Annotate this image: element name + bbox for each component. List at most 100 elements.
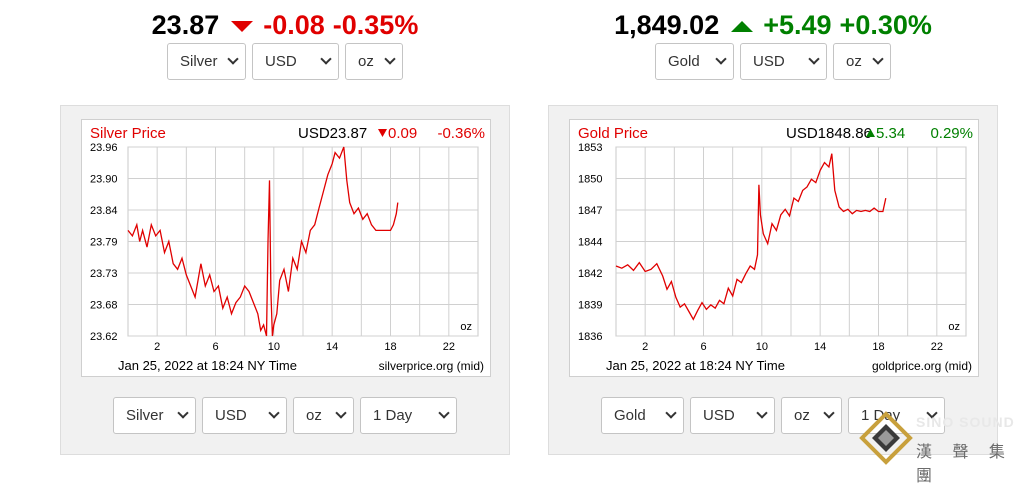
x-tick-label: 22	[443, 341, 455, 353]
select-value: Gold	[614, 407, 646, 424]
y-tick-label: 1839	[578, 300, 602, 312]
y-tick-label: 1850	[578, 174, 602, 186]
source-label: goldprice.org (mid)	[872, 359, 972, 373]
x-tick-label: 14	[814, 341, 826, 353]
unit-label: oz	[460, 321, 472, 333]
currency-select[interactable]: USD	[252, 43, 339, 80]
y-tick-label: 23.68	[90, 300, 118, 312]
chevron-down-icon	[665, 407, 677, 419]
currency-select[interactable]: USD	[740, 43, 827, 80]
chevron-down-icon	[872, 53, 884, 65]
x-tick-label: 22	[931, 341, 943, 353]
silver-chart: Silver Price USD23.87 0.09 -0.36% 23.96 23.90…	[81, 119, 491, 377]
unit-select[interactable]: oz	[833, 43, 891, 80]
chart-title: Gold Price	[578, 125, 648, 142]
watermark-chinese: 漢 聲 集 團	[916, 444, 1013, 485]
price-series-line	[615, 153, 887, 321]
price-series-line	[127, 146, 399, 337]
chevron-down-icon	[384, 53, 396, 65]
x-tick-label: 10	[756, 341, 768, 353]
chevron-down-icon	[268, 407, 280, 419]
selector-row-top: Gold USD oz	[543, 43, 1003, 80]
x-tick-label: 2	[154, 341, 160, 353]
select-value: Silver	[126, 407, 164, 424]
y-tick-label: 23.84	[90, 205, 118, 217]
price-change-pct: -0.35%	[332, 10, 419, 40]
select-value: 1 Day	[373, 407, 413, 424]
chevron-down-icon	[177, 407, 189, 419]
chevron-down-icon	[715, 53, 727, 65]
gold-price-chart: Gold Price USD1848.86 5.34 0.29% 1853 1850 184…	[578, 125, 973, 373]
chart-panel: Silver Price USD23.87 0.09 -0.36% 23.96 23.90…	[60, 105, 510, 455]
select-value: USD	[753, 53, 785, 70]
x-tick-label: 6	[700, 341, 706, 353]
spot-price: 1,849.02	[614, 10, 720, 40]
chart-header-value: USD1848.86	[786, 125, 872, 142]
unit-select[interactable]: oz	[345, 43, 403, 80]
chart-title: Silver Price	[90, 125, 166, 142]
chart-panel: Gold Price USD1848.86 5.34 0.29% 1853 1850 184…	[548, 105, 998, 455]
chart-header-pct: -0.36%	[437, 125, 485, 142]
chart-header-pct: 0.29%	[930, 125, 973, 142]
y-tick-label: 1847	[578, 205, 602, 217]
unit-select[interactable]: oz	[781, 397, 842, 434]
metal-select[interactable]: Silver	[113, 397, 196, 434]
spot-price: 23.87	[151, 10, 220, 40]
x-tick-label: 10	[268, 341, 280, 353]
metal-select[interactable]: Gold	[655, 43, 734, 80]
metal-select[interactable]: Gold	[601, 397, 684, 434]
price-change-pct: +0.30%	[839, 10, 932, 40]
chevron-down-icon	[756, 407, 768, 419]
chevron-down-icon	[808, 53, 820, 65]
chart-header-change: 5.34	[876, 125, 905, 142]
y-tick-label: 23.96	[90, 142, 118, 154]
currency-select[interactable]: USD	[690, 397, 775, 434]
timestamp-label: Jan 25, 2022 at 18:24 NY Time	[606, 358, 785, 373]
chart-header-change: 0.09	[388, 125, 417, 142]
quote-line: 1,849.02 +5.49 +0.30%	[543, 8, 1003, 42]
chevron-down-icon	[320, 53, 332, 65]
range-select[interactable]: 1 Day	[360, 397, 457, 434]
range-select[interactable]: 1 Day	[848, 397, 945, 434]
gold-chart: Gold Price USD1848.86 5.34 0.29% 1853 1850 184…	[569, 119, 979, 377]
timestamp-label: Jan 25, 2022 at 18:24 NY Time	[118, 358, 297, 373]
chevron-down-icon	[438, 407, 450, 419]
unit-select[interactable]: oz	[293, 397, 354, 434]
select-value: Gold	[668, 53, 700, 70]
y-tick-label: 23.73	[90, 268, 118, 280]
down-triangle-icon	[378, 129, 387, 137]
price-change: -0.08	[263, 10, 325, 40]
select-value: oz	[306, 407, 322, 424]
watermark-logo: SINO SOUND 漢 聲 集 團	[858, 410, 1025, 485]
x-tick-label: 2	[642, 341, 648, 353]
selector-row-bottom: Silver USD oz 1 Day	[55, 397, 515, 434]
unit-label: oz	[948, 321, 960, 333]
chevron-down-icon	[335, 407, 347, 419]
diamond-logo-icon	[859, 411, 913, 465]
y-tick-label: 23.79	[90, 237, 118, 249]
price-change: +5.49	[763, 10, 832, 40]
select-value: oz	[794, 407, 810, 424]
y-tick-label: 23.62	[90, 331, 118, 343]
y-tick-label: 1836	[578, 331, 602, 343]
up-arrow-icon	[731, 21, 754, 33]
y-tick-label: 1844	[578, 237, 602, 249]
x-tick-label: 6	[212, 341, 218, 353]
x-tick-label: 18	[872, 341, 884, 353]
selector-row-bottom: Gold USD oz 1 Day	[543, 397, 1003, 434]
up-triangle-icon	[866, 129, 875, 137]
y-tick-label: 1853	[578, 142, 602, 154]
y-tick-label: 23.90	[90, 174, 118, 186]
down-arrow-icon	[231, 21, 254, 33]
silver-price-chart: Silver Price USD23.87 0.09 -0.36% 23.96 23.90…	[90, 125, 485, 373]
x-tick-label: 14	[326, 341, 338, 353]
metal-select[interactable]: Silver	[167, 43, 246, 80]
chevron-down-icon	[823, 407, 835, 419]
source-label: silverprice.org (mid)	[379, 359, 484, 373]
selector-row-top: Silver USD oz	[55, 43, 515, 80]
chevron-down-icon	[227, 53, 239, 65]
watermark-text: SINO SOUND	[916, 414, 1015, 430]
chart-header-value: USD23.87	[298, 125, 367, 142]
currency-select[interactable]: USD	[202, 397, 287, 434]
x-tick-label: 18	[384, 341, 396, 353]
